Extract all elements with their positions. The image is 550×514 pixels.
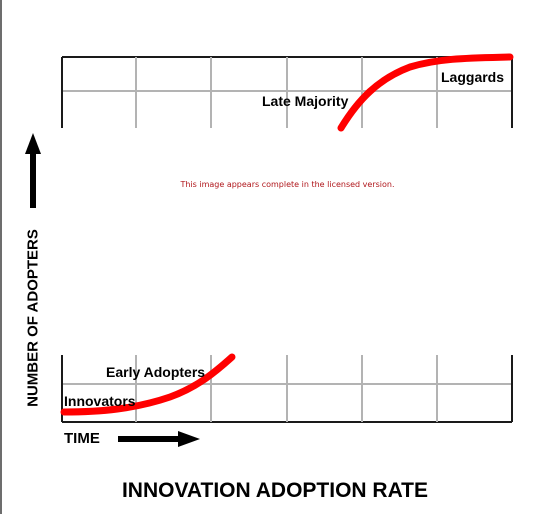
adoption-curve-lower bbox=[60, 353, 236, 416]
y-axis-arrow bbox=[25, 133, 41, 208]
label-innovators: Innovators bbox=[64, 393, 136, 409]
grid-top bbox=[61, 56, 513, 128]
watermark-text: This image appears complete in the licen… bbox=[180, 180, 395, 189]
x-axis-label: TIME bbox=[64, 430, 100, 447]
diagram-title: INNOVATION ADOPTION RATE bbox=[121, 479, 429, 502]
grid-bottom bbox=[61, 355, 513, 423]
label-late-majority: Late Majority bbox=[262, 93, 349, 109]
x-axis-arrow bbox=[118, 431, 200, 447]
adoption-curve-upper bbox=[337, 53, 514, 132]
y-axis-label: NUMBER OF ADOPTERS bbox=[24, 229, 42, 407]
window-left-border bbox=[0, 0, 2, 514]
label-laggards: Laggards bbox=[441, 69, 504, 85]
label-early-adopters: Early Adopters bbox=[106, 364, 205, 380]
